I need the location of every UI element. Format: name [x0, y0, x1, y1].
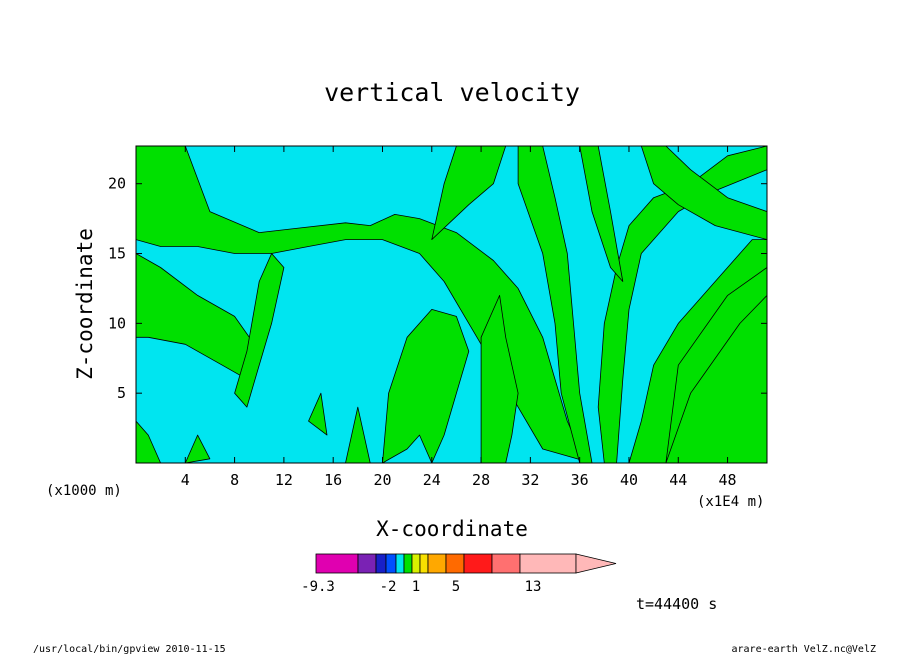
colorbar-tick-label: 5 — [452, 579, 460, 595]
contour-bands — [136, 146, 767, 463]
x-tick-label: 40 — [620, 471, 638, 489]
x-axis-label: X-coordinate — [376, 517, 528, 541]
x-tick-label: 48 — [719, 471, 737, 489]
colorbar-tick-label: 13 — [525, 579, 542, 595]
contour-band-5 — [234, 253, 285, 408]
contour-band-3 — [136, 420, 161, 463]
colorbar — [315, 553, 617, 574]
contour-band-12 — [597, 146, 767, 463]
y-tick-label: 20 — [108, 175, 126, 193]
y-axis-label: Z-coordinate — [73, 228, 97, 380]
colorbar-tick-label: -2 — [380, 579, 397, 595]
plot-frame — [135, 145, 768, 464]
contour-band-7 — [345, 406, 371, 463]
x-unit-left: (x1000 m) — [46, 483, 122, 499]
footer-right: arare-earth_VelZ.nc@VelZ — [732, 644, 877, 654]
x-axis: 4 8 12 16 20 24 28 32 36 40 44 48 — [181, 146, 737, 489]
time-label: t=44400 s — [636, 595, 717, 613]
x-tick-label: 16 — [324, 471, 342, 489]
x-tick-label: 32 — [521, 471, 539, 489]
contour-band-9 — [431, 146, 507, 240]
colorbar-swatch — [463, 553, 493, 574]
colorbar-tick-label: -9.3 — [301, 579, 335, 595]
x-tick-label: 28 — [472, 471, 490, 489]
y-axis: 5 10 15 20 — [108, 175, 767, 402]
contour-band-13 — [579, 146, 624, 282]
contour-band-8 — [382, 309, 470, 463]
colorbar-swatch — [315, 553, 359, 574]
contour-band-4 — [184, 434, 211, 463]
x-unit-right: (x1E4 m) — [697, 494, 764, 510]
colorbar-labels: -9.3 -2 1 5 13 — [301, 579, 541, 595]
contour-band-11 — [517, 146, 593, 463]
footer-left: /usr/local/bin/gpview 2010-11-15 — [33, 644, 226, 654]
contour-band-14 — [640, 146, 767, 240]
plot-area — [136, 146, 767, 463]
x-tick-label: 36 — [571, 471, 589, 489]
colorbar-swatch — [519, 553, 577, 574]
y-tick-label: 5 — [117, 384, 126, 402]
colorbar-swatch — [411, 553, 421, 574]
y-tick-label: 10 — [108, 314, 126, 332]
colorbar-swatch — [445, 553, 465, 574]
colorbar-swatch — [385, 553, 397, 574]
x-tick-label: 4 — [181, 471, 190, 489]
colorbar-swatch — [403, 553, 413, 574]
colorbar-swatch — [419, 553, 429, 574]
contour-band-16 — [665, 267, 767, 463]
colorbar-swatch — [395, 553, 405, 574]
chart-title: vertical velocity — [324, 78, 580, 107]
x-tick-label: 20 — [373, 471, 391, 489]
colorbar-arrow — [575, 553, 617, 574]
contour-band-10 — [480, 295, 519, 463]
x-tick-label: 44 — [669, 471, 687, 489]
y-tick-label: 15 — [108, 245, 126, 263]
x-tick-label: 24 — [423, 471, 441, 489]
contour-band-6 — [308, 392, 328, 436]
colorbar-swatch — [375, 553, 387, 574]
colorbar-swatch — [357, 553, 377, 574]
colorbar-tick-label: 1 — [412, 579, 420, 595]
x-tick-label: 8 — [230, 471, 239, 489]
colorbar-swatch — [427, 553, 447, 574]
x-tick-label: 12 — [275, 471, 293, 489]
colorbar-swatch — [491, 553, 521, 574]
